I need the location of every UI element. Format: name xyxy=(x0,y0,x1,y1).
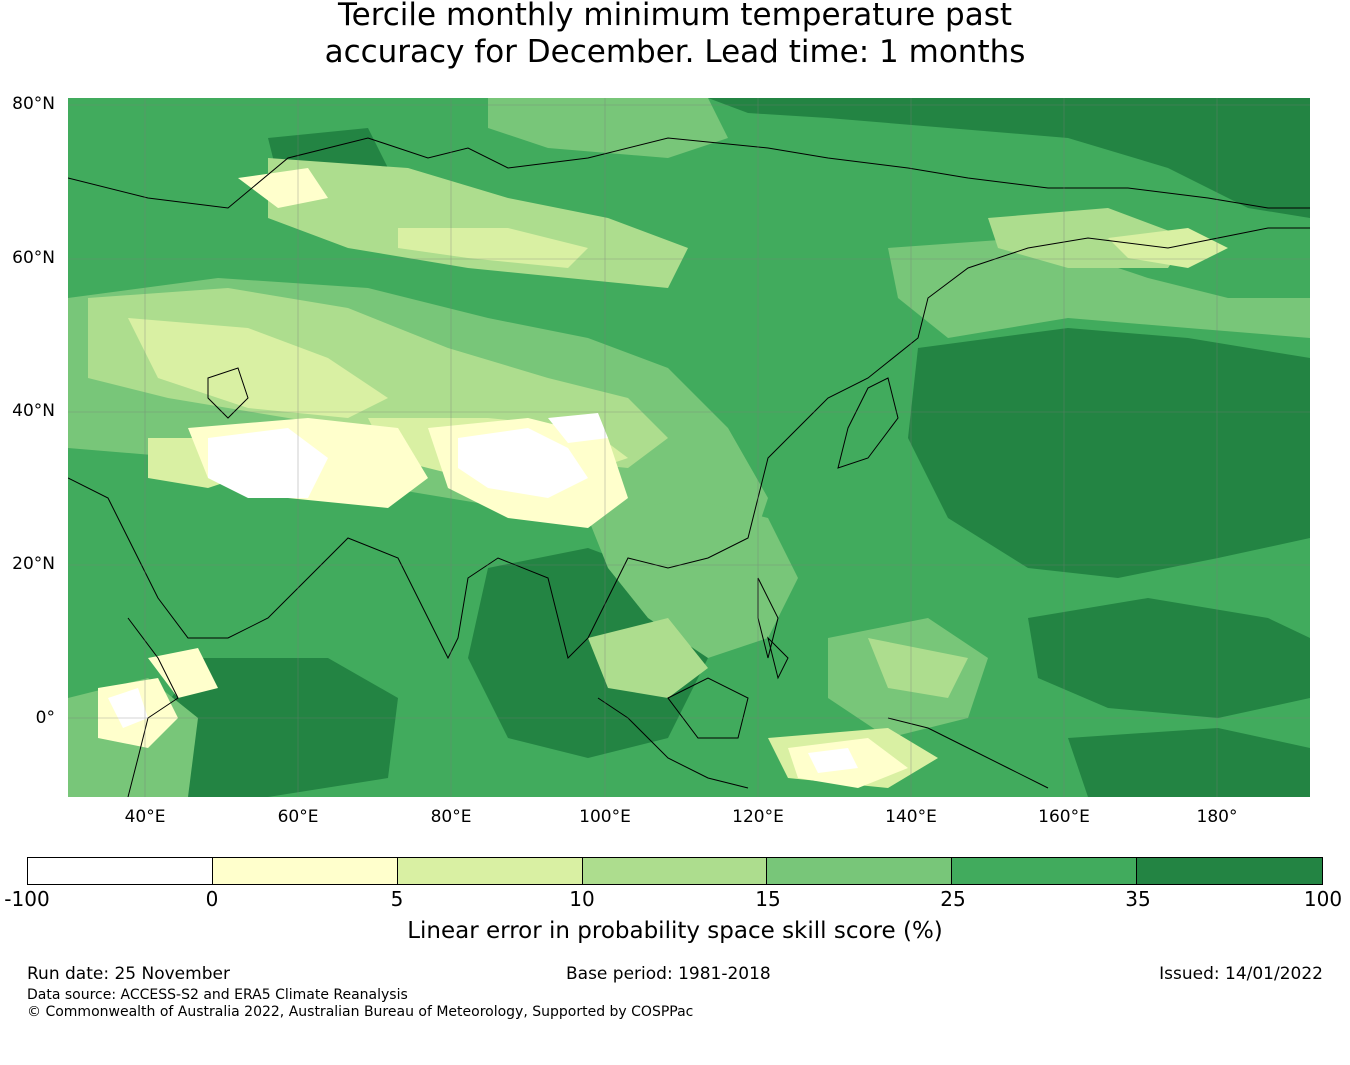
colorbar-tick-25: 25 xyxy=(940,887,966,911)
lon-label-40e: 40°E xyxy=(124,807,166,827)
skill-score-map xyxy=(68,98,1310,797)
lat-label-20n: 20°N xyxy=(12,554,55,574)
colorbar-segment-0-5 xyxy=(212,858,398,884)
colorbar-tick-5: 5 xyxy=(390,887,404,911)
lon-label-60e: 60°E xyxy=(277,807,319,827)
lat-label-60n: 60°N xyxy=(12,248,55,268)
colorbar xyxy=(27,857,1323,885)
colorbar-tick-neg100: -100 xyxy=(4,887,50,911)
lat-label-0: 0° xyxy=(35,708,55,728)
lon-label-180: 180° xyxy=(1196,807,1238,827)
issued-date: Issued: 14/01/2022 xyxy=(1159,964,1323,984)
chart-title-line-1: Tercile monthly minimum temperature past xyxy=(337,0,1013,33)
colorbar-segment-25-35 xyxy=(952,858,1138,884)
lon-label-160e: 160°E xyxy=(1038,807,1090,827)
colorbar-label: Linear error in probability space skill … xyxy=(407,918,943,944)
colorbar-tick-0: 0 xyxy=(205,887,219,911)
colorbar-tick-35: 35 xyxy=(1125,887,1151,911)
colorbar-segment-10-15 xyxy=(582,858,768,884)
colorbar-tick-100: 100 xyxy=(1303,887,1343,911)
base-period: Base period: 1981-2018 xyxy=(566,964,771,984)
coastlines xyxy=(68,137,1310,797)
colorbar-tick-10: 10 xyxy=(569,887,595,911)
copyright: © Commonwealth of Australia 2022, Austra… xyxy=(27,1004,694,1020)
colorbar-segment-5-10 xyxy=(397,858,583,884)
colorbar-tick-15: 15 xyxy=(755,887,781,911)
lat-label-40n: 40°N xyxy=(12,401,55,421)
graticule xyxy=(68,98,1310,797)
data-source: Data source: ACCESS-S2 and ERA5 Climate … xyxy=(27,987,408,1003)
lon-label-100e: 100°E xyxy=(579,807,631,827)
map-svg xyxy=(68,98,1310,797)
lon-label-80e: 80°E xyxy=(430,807,472,827)
colorbar-segment-neg100-0 xyxy=(28,858,213,884)
lat-label-80n: 80°N xyxy=(12,94,55,114)
chart-title-line-2: accuracy for December. Lead time: 1 mont… xyxy=(324,34,1026,70)
lon-label-140e: 140°E xyxy=(885,807,937,827)
colorbar-segment-35-100 xyxy=(1137,858,1322,884)
lon-label-120e: 120°E xyxy=(732,807,784,827)
run-date: Run date: 25 November xyxy=(27,964,230,984)
colorbar-segment-15-25 xyxy=(767,858,953,884)
